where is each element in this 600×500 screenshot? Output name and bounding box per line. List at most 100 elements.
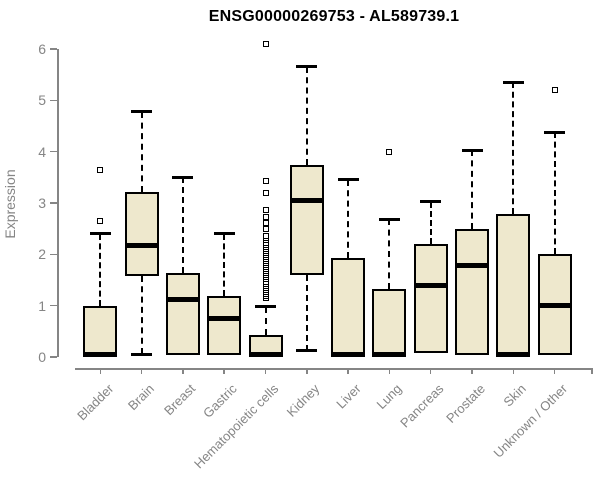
whisker-upper-cap-hematopoietic-cells: [255, 305, 276, 309]
whisker-lower-brain: [140, 275, 143, 355]
x-category-label-prostate: Prostate: [442, 381, 488, 426]
x-axis-tick: [306, 368, 308, 374]
whisker-upper-lung: [388, 219, 391, 290]
outlier-lung: [386, 148, 393, 155]
whisker-upper-cap-gastric: [213, 232, 235, 236]
whisker-upper-liver: [347, 179, 350, 258]
outlier-unknown-other: [551, 87, 558, 94]
x-category-label-lung: Lung: [373, 381, 406, 413]
x-category-label-unknown-other: Unknown / Other: [490, 381, 571, 461]
y-tick-label: 2: [38, 246, 46, 263]
outlier-hematopoietic-cells: [262, 189, 269, 196]
median-lung: [372, 351, 407, 357]
y-axis-tick: [50, 150, 57, 153]
chart-title: ENSG00000269753 - AL589739.1: [208, 8, 460, 25]
box-bladder: [83, 305, 118, 357]
y-axis-tick: [50, 99, 57, 102]
x-axis-tick: [347, 368, 349, 374]
x-axis-tick: [99, 368, 102, 374]
x-axis-end-tick: [591, 368, 593, 374]
whisker-upper-cap-skin: [502, 80, 524, 84]
x-axis-tick: [140, 368, 143, 374]
median-hematopoietic-cells: [248, 352, 283, 358]
whisker-upper-gastric: [223, 233, 226, 297]
whisker-upper-cap-brain: [131, 110, 153, 114]
box-skin: [496, 214, 531, 357]
x-axis-line: [75, 368, 593, 370]
median-gastric: [207, 316, 242, 321]
y-axis-tick: [50, 253, 57, 256]
median-pancreas: [413, 282, 448, 288]
box-pancreas: [413, 244, 448, 353]
y-axis-tick: [50, 356, 57, 358]
x-axis-tick: [388, 368, 391, 374]
whisker-upper-cap-prostate: [461, 148, 483, 152]
y-tick-label: 3: [38, 195, 46, 211]
whisker-lower-cap-kidney: [296, 349, 318, 353]
median-bladder: [83, 351, 118, 357]
x-category-label-liver: Liver: [333, 381, 364, 412]
y-axis-tick: [50, 304, 57, 307]
y-tick-label: 0: [38, 349, 46, 365]
y-tick-label: 4: [38, 143, 46, 160]
x-category-label-gastric: Gastric: [200, 381, 240, 421]
box-lung: [372, 289, 407, 357]
whisker-upper-cap-pancreas: [420, 200, 442, 204]
x-category-label-brain: Brain: [125, 381, 158, 414]
outlier-bladder: [97, 217, 104, 224]
outlier-bladder: [97, 166, 104, 173]
y-axis-tick: [50, 202, 57, 204]
median-unknown-other: [537, 303, 572, 309]
outlier-hematopoietic-cells: [262, 214, 269, 221]
outlier-hematopoietic-cells: [262, 233, 269, 240]
whisker-upper-cap-unknown-other: [544, 130, 566, 134]
y-axis-line: [57, 49, 59, 357]
whisker-upper-pancreas: [429, 201, 432, 245]
outlier-hematopoietic-cells: [262, 220, 269, 227]
median-prostate: [455, 263, 489, 269]
x-axis-tick: [512, 368, 515, 374]
whisker-upper-unknown-other: [553, 132, 556, 255]
median-kidney: [289, 197, 324, 203]
median-brain: [124, 242, 159, 248]
outlier-hematopoietic-cells: [262, 40, 269, 47]
whisker-upper-prostate: [471, 150, 473, 229]
y-axis-tick: [50, 48, 57, 50]
x-axis-tick: [182, 368, 184, 374]
whisker-upper-kidney: [305, 66, 308, 165]
box-gastric: [207, 296, 242, 356]
x-category-label-pancreas: Pancreas: [396, 381, 447, 431]
whisker-upper-breast: [181, 177, 184, 274]
whisker-upper-hematopoietic-cells: [264, 306, 267, 336]
whisker-upper-bladder: [99, 233, 102, 306]
y-tick-label: 6: [38, 41, 46, 58]
x-axis-tick: [553, 368, 556, 374]
whisker-upper-cap-bladder: [89, 232, 111, 236]
whisker-upper-brain: [140, 111, 143, 192]
median-skin: [496, 351, 531, 357]
x-axis-tick: [223, 368, 225, 374]
whisker-lower-kidney: [305, 274, 308, 351]
x-axis-tick: [471, 368, 473, 374]
x-category-label-kidney: Kidney: [283, 381, 323, 420]
outlier-hematopoietic-cells: [262, 206, 269, 213]
x-category-label-breast: Breast: [161, 381, 199, 419]
whisker-upper-cap-breast: [172, 175, 194, 179]
x-category-label-skin: Skin: [500, 381, 529, 410]
whisker-upper-skin: [512, 82, 515, 215]
box-prostate: [455, 228, 489, 356]
whisker-upper-cap-lung: [378, 217, 400, 221]
whisker-lower-cap-brain: [131, 352, 153, 356]
y-tick-label: 5: [38, 92, 46, 109]
outlier-hematopoietic-cells: [262, 178, 269, 185]
median-breast: [165, 297, 200, 302]
box-kidney: [289, 164, 324, 275]
whisker-upper-cap-liver: [337, 178, 359, 182]
x-axis-tick: [264, 368, 267, 374]
box-liver: [331, 257, 366, 357]
box-breast: [165, 273, 200, 356]
x-axis-tick: [429, 368, 432, 374]
box-brain: [124, 191, 159, 276]
outlier-hematopoietic-cells: [262, 226, 269, 233]
x-category-label-bladder: Bladder: [73, 381, 116, 424]
